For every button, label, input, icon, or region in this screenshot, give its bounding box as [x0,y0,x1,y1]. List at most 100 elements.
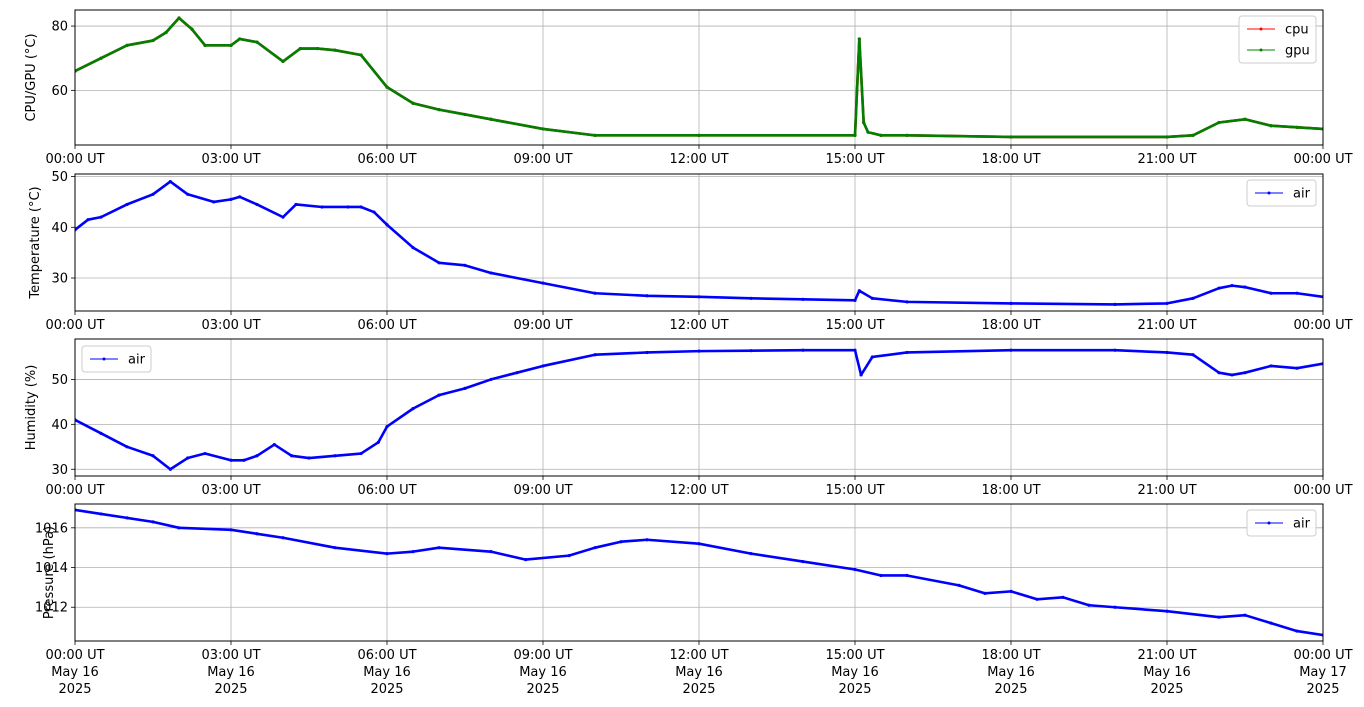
x-tick-label: 09:00 UT [513,318,572,333]
data-point [333,454,337,458]
data-point [411,407,415,411]
data-point [437,546,441,550]
x-tick-year-label: 2025 [838,682,871,697]
x-tick-label: 12:00 UT [669,318,728,333]
subplot-3: 00:00 UT 03:00 UT 06:00 UT 09:00 UT 12:00 UT… [24,338,1353,498]
data-point [1269,621,1273,625]
data-point [125,445,129,449]
data-point [255,454,259,458]
x-tick-label: 09:00 UT [513,152,572,167]
data-point [1165,135,1169,139]
x-tick-date-label: May 16 [363,665,411,680]
data-point [853,567,857,572]
data-point [385,223,389,227]
data-point [853,298,857,302]
data-point [125,202,129,207]
data-point [359,53,363,57]
data-point [1035,597,1039,601]
data-point [151,192,155,196]
data-point [359,205,363,209]
data-point [1009,301,1013,305]
data-point [320,205,324,209]
x-tick-label: 06:00 UT [357,648,416,663]
data-point [463,112,467,117]
data-point [242,458,246,462]
data-point [853,133,857,137]
data-point [857,289,861,293]
data-point [905,350,909,355]
data-point [853,348,857,352]
x-tick-label: 18:00 UT [981,318,1040,333]
data-point [1191,133,1195,137]
subplot-4: 00:00 UT May 16 2025 03:00 UT May 16 2025 06:0… [35,503,1353,697]
y-tick-label: 60 [51,84,68,99]
data-point [281,215,285,219]
x-tick-year-label: 2025 [370,682,403,697]
series-line [75,180,1323,306]
data-point [376,440,380,444]
x-tick-label: 00:00 UT [1293,152,1352,167]
data-point [1113,605,1117,609]
data-point [177,16,181,20]
y-axis-label: Humidity (%) [24,365,39,451]
data-point [1295,125,1299,129]
data-point [203,43,207,47]
data-point [203,451,207,456]
data-point [346,205,350,209]
x-tick-label: 18:00 UT [981,152,1040,167]
x-tick-label: 06:00 UT [357,483,416,498]
subplot-2: 00:00 UT 03:00 UT 06:00 UT 09:00 UT 12:00 UT… [28,170,1353,333]
data-point [238,37,242,41]
y-tick-label: 40 [51,221,68,236]
legend-marker [1267,521,1271,525]
data-point [905,133,909,137]
legend-marker [1259,27,1263,31]
data-point [99,215,103,219]
data-point [749,296,753,300]
data-point [645,350,649,355]
data-point [1217,615,1221,619]
data-point [1217,120,1221,125]
data-point [1165,609,1169,613]
data-point [1113,302,1117,307]
y-tick-label: 50 [51,170,68,185]
data-point [697,542,701,546]
x-tick-year-label: 2025 [58,682,91,697]
data-point [99,512,103,516]
x-tick-label: 18:00 UT [981,483,1040,498]
data-point [281,59,285,64]
data-point [168,467,172,471]
data-point [541,127,545,131]
legend-label: air [128,353,146,368]
data-point [983,591,987,595]
data-point [212,200,216,204]
y-tick-label: 1014 [35,561,68,576]
x-tick-label: 03:00 UT [201,318,260,333]
x-tick-label: 00:00 UT [45,483,104,498]
data-point [801,297,805,301]
data-point [879,133,883,137]
y-axis-label: Temperature (°C) [28,186,43,299]
data-point [801,559,805,564]
legend-label: air [1293,517,1311,532]
x-tick-year-label: 2025 [1306,682,1339,697]
x-tick-label: 15:00 UT [825,152,884,167]
data-point [866,130,870,134]
data-point [489,117,493,121]
data-point [593,291,597,295]
data-point [437,108,441,112]
data-point [645,538,649,542]
x-tick-label: 06:00 UT [357,318,416,333]
x-tick-label: 18:00 UT [981,648,1040,663]
x-tick-label: 21:00 UT [1137,318,1196,333]
data-point [1269,364,1273,368]
data-point [697,133,701,137]
data-point [1087,603,1091,607]
data-point [879,573,883,578]
data-point [294,202,298,207]
data-point [359,451,363,456]
data-point [255,532,259,536]
data-point [99,431,103,435]
legend-box [1238,15,1317,64]
x-tick-label: 03:00 UT [201,483,260,498]
